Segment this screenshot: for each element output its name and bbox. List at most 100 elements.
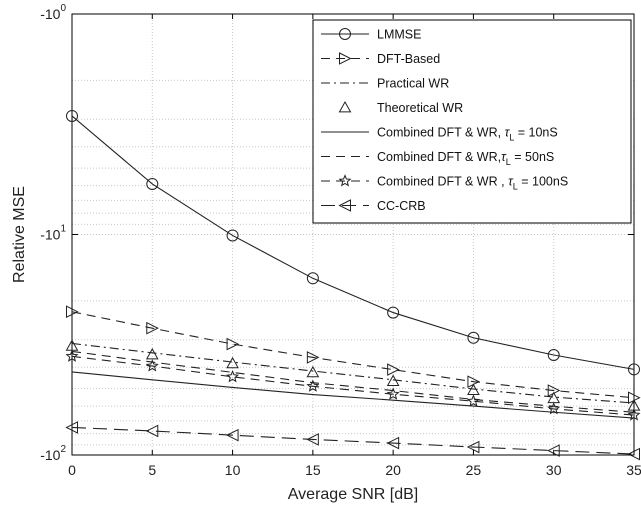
y-tick-labels: -100-101-102: [40, 3, 634, 463]
data-point-marker: [306, 351, 320, 364]
legend-marker: [338, 174, 352, 187]
y-tick-base: -10: [40, 6, 60, 22]
data-point-marker: [306, 433, 319, 446]
legend-label: Combined DFT & WR,τL = 50nS: [377, 150, 554, 167]
legend-entry: Combined DFT & WR, τL = 10nS: [321, 126, 558, 143]
series-1: [66, 109, 640, 376]
x-tick-label: 30: [546, 462, 562, 478]
legend-label-suffix: = 10nS: [514, 126, 557, 140]
legend-label-text: Theoretical WR: [377, 101, 463, 115]
x-axis-label: Average SNR [dB]: [288, 486, 418, 503]
legend-marker: [339, 28, 351, 40]
data-point-marker: [628, 363, 640, 376]
legend-label-suffix: = 100nS: [518, 175, 568, 189]
y-axis-label: Relative MSE: [11, 186, 28, 283]
series-7: [65, 349, 641, 421]
data-point-marker: [387, 363, 400, 376]
data-point-marker: [386, 387, 400, 400]
legend-label-subscript: L: [509, 133, 514, 143]
y-tick-base: -10: [40, 227, 60, 243]
legend-marker: [338, 100, 352, 113]
y-tick-base: -10: [40, 447, 60, 463]
series-line: [71, 371, 635, 419]
legend-label-text: Combined DFT & WR,: [377, 126, 505, 140]
x-tick-label: 0: [68, 462, 76, 478]
data-point-marker: [65, 421, 78, 434]
y-tick-label: -102: [40, 444, 66, 463]
legend-marker: [339, 52, 352, 65]
legend: LMMSE DFT-Based Practical WR Theoretical WR…: [312, 19, 632, 224]
data-point-marker: [387, 306, 400, 319]
data-point-marker: [146, 177, 159, 190]
data-point-marker: [226, 229, 239, 242]
legend-entry: Theoretical WR: [338, 100, 463, 115]
legend-label-text: DFT-Based: [377, 52, 440, 66]
x-tick-label: 10: [225, 462, 241, 478]
y-tick-exponent: 2: [60, 444, 66, 455]
data-point-marker: [226, 370, 240, 383]
series-line: [71, 350, 635, 413]
data-point-marker: [547, 402, 561, 415]
legend-label-tau: τ: [508, 175, 514, 189]
legend-label: Combined DFT & WR , τL = 100nS: [377, 175, 568, 192]
data-point-marker: [306, 379, 320, 392]
data-point-marker: [627, 408, 641, 421]
data-point-marker: [145, 347, 159, 360]
legend-label: CC-CRB: [377, 199, 426, 213]
legend-entry: Combined DFT & WR , τL = 100nS: [321, 174, 568, 192]
legend-label-subscript: L: [506, 157, 511, 167]
legend-label: DFT-Based: [377, 52, 440, 66]
series-group: [65, 109, 641, 461]
x-tick-label: 35: [626, 462, 641, 478]
legend-label-text: Combined DFT & WR,: [377, 150, 501, 164]
data-point-marker: [306, 272, 319, 285]
legend-entry: Practical WR: [321, 77, 449, 91]
data-point-marker: [547, 349, 560, 362]
legend-box: [312, 19, 632, 224]
legend-label: LMMSE: [377, 28, 421, 42]
legend-label-suffix: = 50nS: [511, 150, 554, 164]
x-tick-labels: 0 5 10 15 20 25 30 35: [68, 14, 641, 478]
data-point-marker: [467, 331, 480, 344]
legend-label-text: CC-CRB: [377, 199, 426, 213]
legend-label-subscript: L: [513, 182, 518, 192]
legend-entry: CC-CRB: [321, 199, 426, 213]
data-point-marker: [466, 440, 480, 454]
series-line: [71, 115, 635, 370]
legend-label-text: Combined DFT & WR ,: [377, 175, 508, 189]
series-6: [71, 350, 635, 413]
legend-label: Theoretical WR: [377, 101, 463, 115]
y-tick-label: -100: [40, 3, 66, 22]
data-point-marker: [306, 365, 320, 378]
y-tick-label: -101: [40, 224, 66, 243]
legend-label-tau: τ: [501, 150, 507, 164]
y-tick-exponent: 0: [60, 3, 66, 14]
data-point-marker: [226, 356, 239, 369]
data-point-marker: [466, 394, 480, 407]
x-tick-label: 25: [466, 462, 482, 478]
legend-entry: DFT-Based: [321, 52, 440, 66]
series-line: [71, 426, 635, 455]
data-point-marker: [386, 374, 400, 386]
series-line: [71, 311, 635, 399]
data-point-marker: [66, 109, 78, 122]
y-tick-exponent: 1: [60, 224, 66, 235]
legend-label: Practical WR: [377, 77, 449, 91]
data-point-marker: [145, 424, 159, 438]
data-point-marker: [66, 305, 79, 319]
legend-label-text: LMMSE: [377, 28, 421, 42]
legend-marker: [338, 199, 351, 212]
data-point-marker: [146, 321, 159, 335]
series-8: [65, 421, 640, 461]
x-tick-label: 20: [385, 462, 401, 478]
data-point-marker: [226, 337, 240, 351]
x-tick-label: 5: [148, 462, 156, 478]
legend-entry: Combined DFT & WR,τL = 50nS: [321, 150, 554, 167]
data-point-marker: [225, 428, 239, 442]
legend-entry: LMMSE: [321, 28, 421, 42]
data-point-marker: [145, 359, 159, 372]
series-5: [71, 371, 635, 419]
legend-label-text: Practical WR: [377, 77, 449, 91]
legend-label: Combined DFT & WR, τL = 10nS: [377, 126, 558, 143]
